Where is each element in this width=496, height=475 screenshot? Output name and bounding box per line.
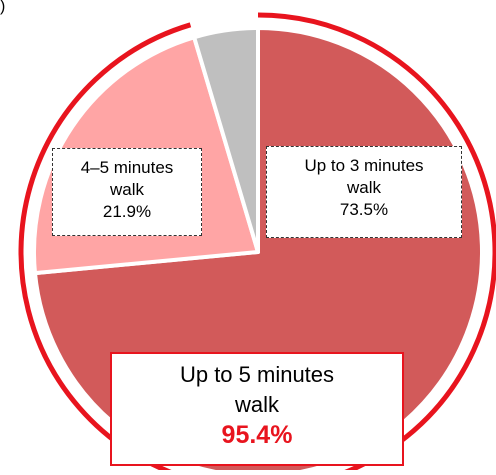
- cumulative-label-value: 95.4%: [221, 421, 293, 449]
- slice-label-up-to-3-min-value: 73.5%: [339, 200, 389, 219]
- cumulative-ring: [18, 12, 496, 475]
- slice-label-up-to-3-min: Up to 3 minutes walk 73.5%: [266, 146, 462, 238]
- slice-label-up-to-3-min-line1: Up to 3 minutes: [304, 156, 424, 175]
- cumulative-label-line1: Up to 5 minutes: [179, 362, 335, 387]
- slice-label-4-5-min-line1: 4–5 minutes: [80, 158, 174, 177]
- corner-text: ): [0, 0, 6, 15]
- slice-label-4-5-min-line2: walk: [109, 180, 144, 199]
- pie-slice-2: [192, 26, 260, 254]
- cumulative-label-line2: walk: [234, 392, 279, 417]
- slice-label-4-5-min: 4–5 minutes walk 21.9%: [52, 148, 202, 236]
- slice-label-up-to-3-min-line2: walk: [346, 178, 381, 197]
- cumulative-label-up-to-5-min: Up to 5 minutes walk 95.4%: [110, 352, 404, 466]
- slice-label-4-5-min-value: 21.9%: [102, 202, 152, 221]
